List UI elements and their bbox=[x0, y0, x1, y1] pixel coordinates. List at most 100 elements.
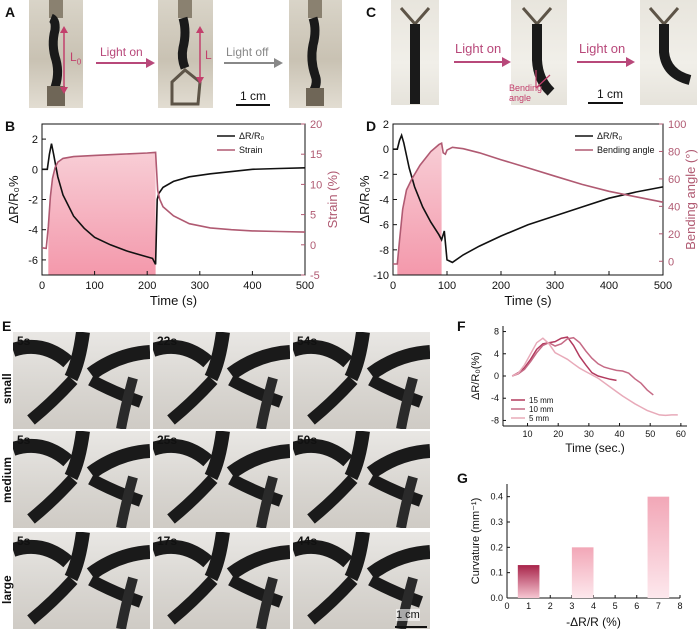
gripper-graphic bbox=[13, 332, 150, 429]
x-tick-label: 200 bbox=[138, 280, 156, 292]
x-tick-label: 5 bbox=[613, 601, 618, 611]
arrowhead-icon bbox=[196, 77, 204, 84]
x-tick-label: 0 bbox=[39, 280, 45, 292]
arrow-right-icon bbox=[274, 58, 283, 68]
x-tick-label: 40 bbox=[615, 429, 625, 439]
chart-g: 0.0 0.1 0.2 0.3 0.4 0 1 2 3 4 5 6 7 8 -ΔR/R (%) Curvatu… bbox=[470, 484, 683, 629]
x-tick-label: 4 bbox=[591, 601, 596, 611]
panel-label-c: C bbox=[366, 4, 377, 20]
y2-axis-label: Bending angle (°) bbox=[683, 149, 698, 250]
light-off-label-a: Light off bbox=[226, 45, 269, 59]
time-label: 25s bbox=[157, 433, 178, 447]
x-axis-label: Time (s) bbox=[504, 293, 551, 308]
time-label: 5s bbox=[17, 334, 31, 348]
light-on-label-a: Light on bbox=[100, 45, 143, 59]
y-tick-label: -8 bbox=[379, 245, 389, 257]
y2-tick-label: 0 bbox=[668, 256, 674, 268]
x-tick-label: 30 bbox=[584, 429, 594, 439]
arrow-right-icon bbox=[626, 57, 635, 67]
gripper-photo: 22s bbox=[153, 332, 290, 429]
gripper-graphic bbox=[153, 532, 290, 629]
y2-tick-label: 10 bbox=[310, 179, 322, 191]
y-tick-label: 0.2 bbox=[490, 542, 503, 552]
actuator-graphic bbox=[399, 7, 431, 104]
series-line bbox=[511, 336, 617, 382]
light-on-shading bbox=[397, 143, 442, 275]
y-tick-label: -6 bbox=[28, 255, 38, 267]
x-tick-label: 6 bbox=[634, 601, 639, 611]
light-on-label-c1: Light on bbox=[455, 41, 502, 56]
x-tick-label: 300 bbox=[191, 280, 209, 292]
gripper-photo: 25s bbox=[153, 431, 290, 528]
y-axis-label: ΔR/R₀(%) bbox=[470, 352, 482, 400]
y2-tick-label: -5 bbox=[310, 270, 320, 282]
light-on-shading bbox=[48, 152, 156, 275]
y2-tick-label: 60 bbox=[668, 174, 680, 186]
x-tick-label: 400 bbox=[243, 280, 261, 292]
length-label-l: L bbox=[205, 48, 212, 62]
x-tick-label: 1 bbox=[526, 601, 531, 611]
photo-a-light-on bbox=[158, 0, 213, 108]
arrow-right-icon bbox=[502, 57, 511, 67]
gripper-photo: 50s bbox=[293, 431, 430, 528]
x-tick-label: 50 bbox=[645, 429, 655, 439]
y-tick-label: -4 bbox=[379, 195, 389, 207]
light-on-label-c2: Light on bbox=[579, 41, 626, 56]
y-tick-label: -4 bbox=[28, 225, 38, 237]
series-line-left bbox=[393, 132, 664, 264]
time-label: 44s bbox=[297, 534, 318, 548]
gripper-graphic bbox=[293, 332, 430, 429]
photo-a-initial bbox=[29, 0, 83, 108]
y-tick-label: -4 bbox=[491, 393, 499, 403]
y-tick-label: 0.1 bbox=[490, 568, 503, 578]
x-tick-label: 100 bbox=[438, 280, 456, 292]
arrowhead-icon bbox=[60, 26, 68, 33]
gripper-photo: 54s bbox=[293, 332, 430, 429]
x-tick-label: 200 bbox=[492, 280, 510, 292]
size-label: large bbox=[0, 575, 14, 604]
x-tick-label: 7 bbox=[656, 601, 661, 611]
x-tick-label: 400 bbox=[600, 280, 618, 292]
panel-a-overlay bbox=[60, 26, 283, 106]
arrowhead-icon bbox=[196, 26, 204, 33]
actuator-graphic bbox=[648, 7, 692, 85]
x-axis-label: -ΔR/R (%) bbox=[566, 615, 621, 629]
gripper-graphic bbox=[153, 332, 290, 429]
series-line-right bbox=[393, 141, 664, 265]
legend-label: Strain bbox=[239, 145, 263, 155]
panel-label-b: B bbox=[5, 118, 16, 134]
y2-tick-label: 5 bbox=[310, 210, 316, 222]
gripper-graphic bbox=[153, 431, 290, 528]
panel-label-e: E bbox=[2, 318, 12, 334]
y-tick-label: 0.0 bbox=[490, 593, 503, 603]
gripper-graphic bbox=[293, 532, 430, 629]
x-tick-label: 0 bbox=[390, 280, 396, 292]
legend-label: 10 mm bbox=[529, 405, 554, 414]
time-label: 5s bbox=[17, 534, 31, 548]
series-line bbox=[511, 337, 678, 417]
y-tick-label: 0 bbox=[383, 144, 389, 156]
y2-tick-label: 20 bbox=[668, 229, 680, 241]
photo-c-light-on-1 bbox=[511, 0, 567, 105]
series-line bbox=[511, 336, 654, 396]
y-tick-label: 0.4 bbox=[490, 492, 503, 502]
y-axis-label: ΔR/R₀% bbox=[6, 175, 21, 223]
x-tick-label: 2 bbox=[548, 601, 553, 611]
gripper-photo: 5s bbox=[13, 431, 150, 528]
y2-tick-label: 100 bbox=[668, 119, 686, 131]
y2-tick-label: 15 bbox=[310, 149, 322, 161]
stretched-fiber-graphic bbox=[170, 0, 202, 106]
panel-label-a: A bbox=[5, 4, 16, 20]
panel-label-f: F bbox=[457, 318, 466, 334]
scale-bar-e bbox=[395, 626, 427, 628]
y-tick-label: -8 bbox=[491, 415, 499, 425]
size-label: medium bbox=[0, 456, 14, 503]
scale-bar-a-label: 1 cm bbox=[240, 89, 267, 103]
y-tick-label: 8 bbox=[494, 327, 499, 337]
legend-label: ΔR/R₀ bbox=[239, 131, 265, 141]
bar bbox=[647, 496, 670, 598]
photo-c-initial bbox=[391, 0, 439, 105]
